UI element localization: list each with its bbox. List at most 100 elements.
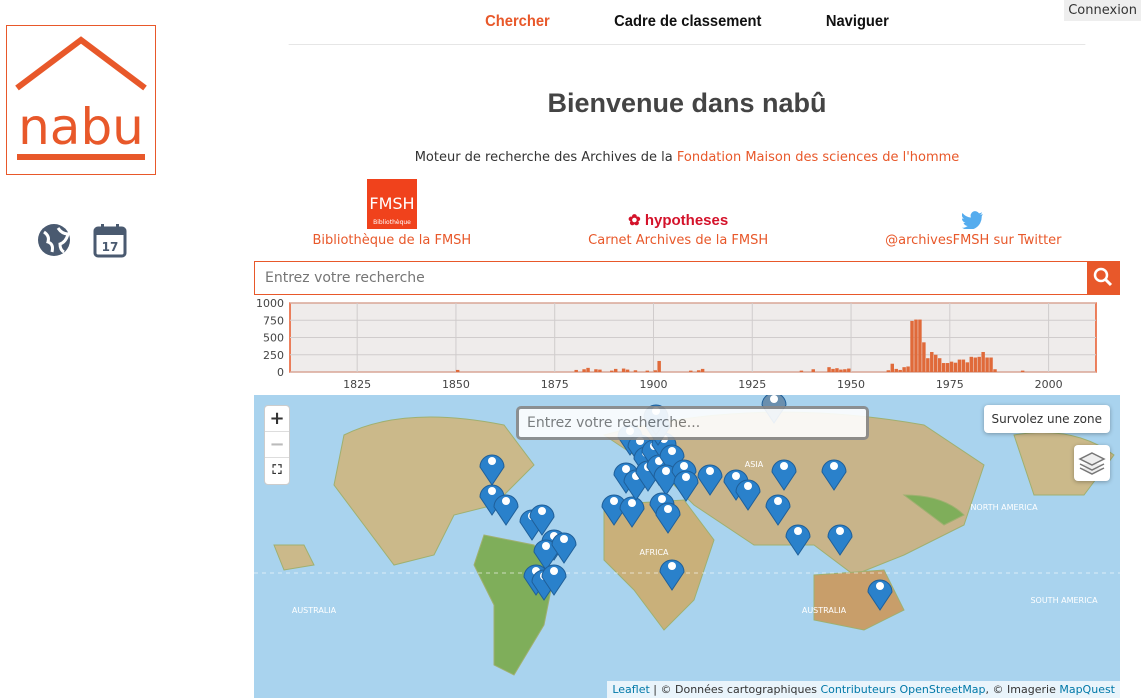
map-marker[interactable] [479,484,505,516]
histogram-bar [949,361,954,372]
map-label-africa: AFRICA [639,548,669,557]
map-marker-dot [836,527,844,535]
histogram-bar [945,363,950,372]
map-marker-dot [774,497,782,505]
hypotheses-label[interactable]: Carnet Archives de la FMSH [588,233,769,248]
histogram-bar [633,370,638,372]
map-label-north-america: NORTH AMERICA [970,503,1038,512]
histogram-bar [910,320,914,372]
map-marker[interactable] [765,494,791,526]
nabu-logo[interactable]: nabu [6,25,156,175]
leaflet-link[interactable]: Leaflet [612,683,650,696]
fullscreen-button[interactable]: ⛶ [272,463,282,478]
search-input[interactable] [255,262,1087,294]
twitter-link[interactable]: @archivesFMSH sur Twitter [885,178,1062,248]
svg-text:Bibliothèque: Bibliothèque [373,219,411,226]
fmsh-logo: FMSH Bibliothèque [366,179,417,229]
map-marker-dot [830,462,838,470]
histogram-bar [894,368,898,372]
map-marker[interactable] [723,469,749,501]
twitter-icon [962,211,984,229]
map-marker[interactable] [867,579,893,611]
map-marker[interactable] [541,564,567,596]
main-nav: Chercher Cadre de classement Naviguer [288,0,1086,45]
search-bar [254,261,1120,295]
layers-icon [1078,452,1106,475]
histogram-bar [953,362,958,372]
hypotheses-link[interactable]: ✿ hypotheses Carnet Archives de la FMSH [588,178,768,248]
map-marker[interactable] [827,524,853,556]
nav-naviguer[interactable]: Naviguer [825,13,889,30]
histogram-bar [914,319,918,372]
globe-icon[interactable] [36,222,72,262]
histogram-bar [689,370,693,372]
histogram-bar [700,368,705,372]
map-marker-dot [770,395,778,403]
map-marker[interactable] [655,502,681,534]
map-marker-dot [560,535,568,543]
map-marker-dot [794,527,802,535]
twitter-label[interactable]: @archivesFMSH sur Twitter [885,233,1062,248]
map-marker[interactable] [697,464,723,496]
histogram-bar [973,357,977,372]
calendar-icon[interactable]: 17 [92,222,128,262]
zoom-in-button[interactable]: + [265,406,289,432]
map-search-input[interactable] [519,409,866,437]
map-marker[interactable] [771,459,797,491]
y-tick-label: 0 [277,366,284,379]
map-marker[interactable] [619,496,645,528]
fmsh-library-link[interactable]: FMSH Bibliothèque Bibliothèque de la FMSH [312,178,471,248]
histogram-bar [957,359,962,372]
map-marker[interactable] [821,459,847,491]
date-histogram[interactable]: 0 250 500 750 1000 1825 1850 1875 1900 1925 1950 19… [254,296,1120,395]
map-marker-dot [542,542,550,550]
x-tick-label: 1850 [442,378,470,391]
histogram-bar [598,369,602,372]
histogram-bar [961,359,966,372]
map[interactable]: ASIA AFRICA AUSTRALIA AUSTRALIA NORTH AM… [254,395,1120,698]
histogram-bar [586,367,590,372]
nav-cadre-de-classement[interactable]: Cadre de classement [614,13,762,30]
svg-text:17: 17 [102,240,119,254]
histogram-bar [831,368,835,372]
map-marker[interactable] [673,470,699,502]
map-marker[interactable] [479,454,505,486]
histogram-bar [981,351,985,372]
fmsh-library-label[interactable]: Bibliothèque de la FMSH [312,233,472,248]
histogram-bar [621,368,626,372]
map-marker[interactable] [735,479,761,511]
map-marker-dot [680,462,688,470]
histogram-bar [847,368,851,372]
map-marker[interactable] [659,559,685,591]
layers-button[interactable] [1074,445,1110,481]
map-marker-dot [628,499,636,507]
histogram-bar [811,369,815,372]
histogram-bar [594,369,598,372]
osm-link[interactable]: Contributeurs OpenStreetMap [820,683,986,696]
map-marker-dot [668,562,676,570]
map-marker[interactable] [785,524,811,556]
x-tick-label: 2000 [1035,378,1063,391]
histogram-bar [890,363,894,372]
histogram-bar [657,360,661,372]
histogram-bar [934,354,938,372]
x-tick-label: 1825 [343,378,371,391]
y-tick-label: 250 [263,349,284,362]
hypotheses-logo: ✿ hypotheses [628,212,729,229]
histogram-bar [898,369,902,372]
zoom-out-button[interactable]: − [265,432,289,458]
map-marker[interactable] [529,504,555,536]
map-marker[interactable] [493,494,519,526]
map-marker[interactable] [551,532,577,564]
mapquest-link[interactable]: MapQuest [1059,683,1115,696]
histogram-bar [653,370,657,372]
search-button[interactable] [1087,262,1119,294]
fmsh-link[interactable]: Fondation Maison des sciences de l'homme [676,150,960,165]
map-marker-dot [550,567,558,575]
map-marker[interactable] [659,444,685,476]
nav-chercher[interactable]: Chercher [485,13,550,30]
login-link[interactable]: Connexion [1064,0,1141,21]
x-tick-label: 1975 [936,378,964,391]
map-label-australia: AUSTRALIA [802,606,847,615]
histogram-bar [918,319,922,372]
